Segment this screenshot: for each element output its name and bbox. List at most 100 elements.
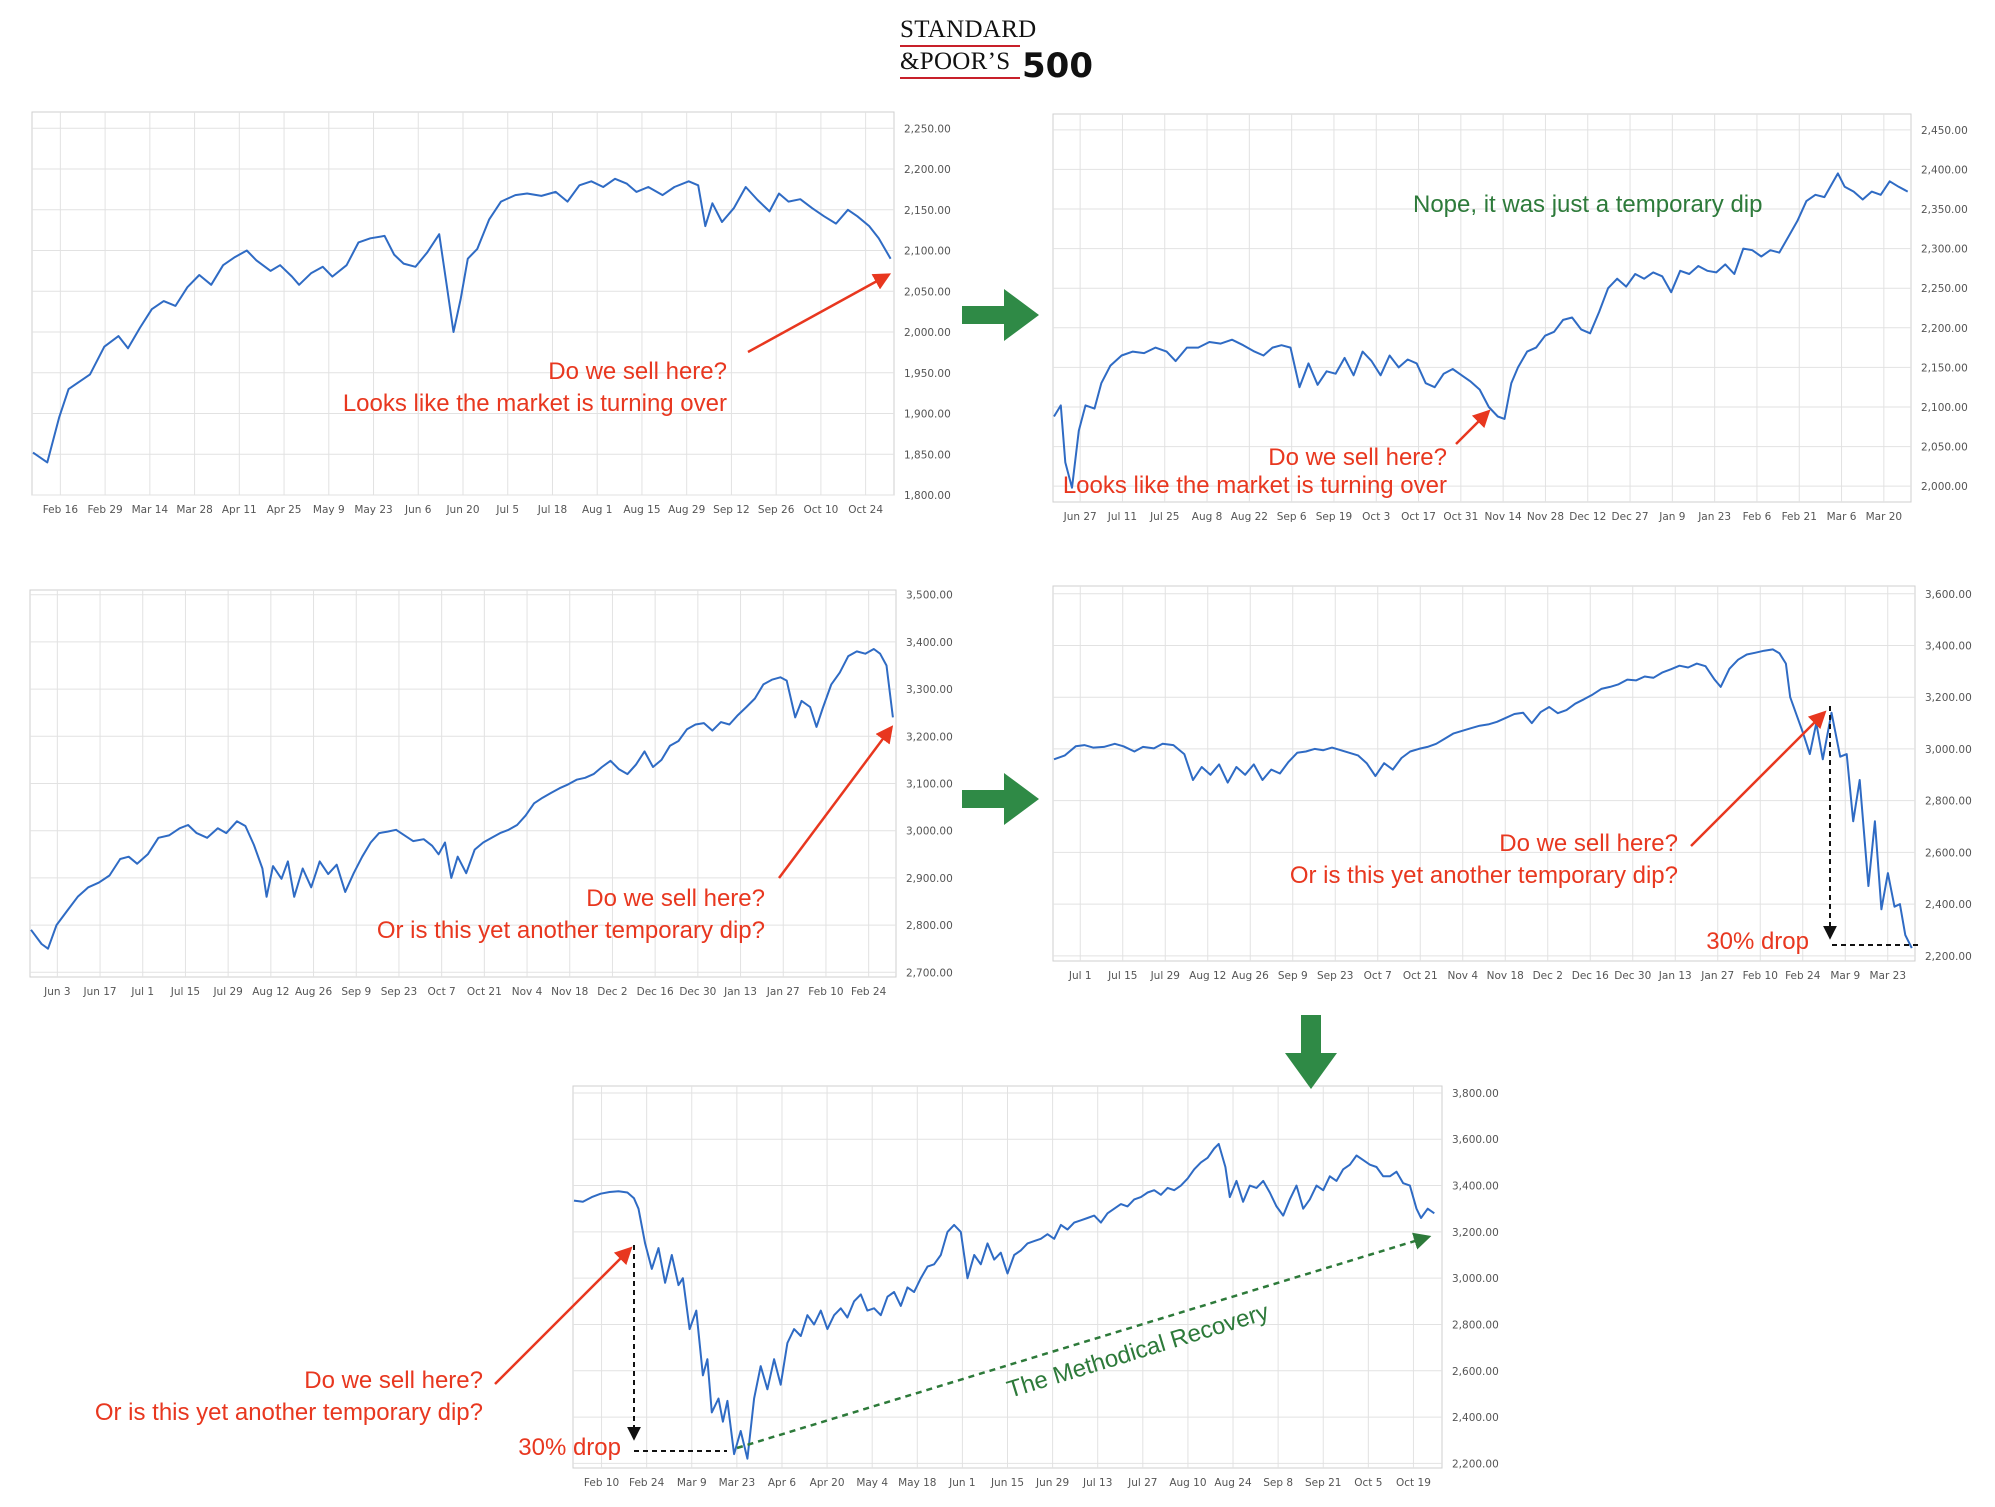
logo-line-poors: &POOR’S: [900, 48, 1011, 75]
y-tick-label: 2,150.00: [904, 205, 951, 217]
x-tick-label: Sep 23: [381, 986, 418, 998]
y-tick-label: 2,200.00: [1925, 951, 1972, 963]
y-tick-label: 2,600.00: [1925, 847, 1972, 859]
x-tick-label: Jul 15: [170, 986, 200, 998]
x-tick-label: Jul 1: [1068, 970, 1092, 982]
x-tick-label: Dec 2: [1533, 970, 1563, 982]
x-tick-label: Sep 21: [1305, 1477, 1342, 1489]
y-tick-label: 1,950.00: [904, 368, 951, 380]
y-tick-label: 2,000.00: [1921, 481, 1968, 493]
x-tick-label: Jul 11: [1107, 511, 1137, 523]
x-tick-label: Mar 14: [132, 504, 169, 516]
logo-line-standard: STANDARD: [900, 16, 1037, 43]
x-tick-label: Sep 26: [758, 504, 795, 516]
annotation-arrow-4: [1690, 710, 1827, 847]
x-tick-label: Jul 5: [495, 504, 519, 516]
x-tick-label: Jul 29: [212, 986, 242, 998]
x-tick-label: Mar 20: [1866, 511, 1903, 523]
x-tick-label: Jan 13: [1658, 970, 1692, 982]
chart-2016-2017: Jun 27 Jul 11 Jul 25 Aug 8 Aug 22 Sep 6 Sep 19…: [1052, 113, 1968, 523]
x-tick-label: Nov 28: [1527, 511, 1564, 523]
y-tick-label: 3,000.00: [1925, 744, 1972, 756]
x-tick-label: Feb 10: [584, 1477, 619, 1489]
y-tick-label: 2,900.00: [906, 873, 953, 885]
y-tick-label: 2,200.00: [1921, 323, 1968, 335]
x-tick-label: Sep 6: [1277, 511, 1307, 523]
x-tick-label: Aug 1: [582, 504, 613, 516]
annotation-turning-1: Looks like the market is turning over: [343, 390, 727, 417]
y-tick-label: 1,850.00: [904, 449, 951, 461]
y-tick-label: 2,800.00: [1925, 796, 1972, 808]
x-tick-label: Apr 20: [810, 1477, 845, 1489]
y-tick-label: 3,400.00: [906, 637, 953, 649]
x-tick-label: Jul 15: [1107, 970, 1137, 982]
x-tick-label: Nov 18: [1487, 970, 1524, 982]
x-tick-label: Aug 26: [295, 986, 333, 998]
y-tick-label: 2,200.00: [1452, 1458, 1499, 1470]
x-tick-label: Oct 10: [803, 504, 838, 516]
annotation-sell-5: Do we sell here?: [304, 1367, 483, 1394]
x-tick-label: Aug 26: [1232, 970, 1270, 982]
chart-2019-2020: Jun 3 Jun 17 Jul 1 Jul 15 Jul 29 Aug 12 Aug 26…: [29, 589, 953, 998]
y-tick-label: 3,800.00: [1452, 1088, 1499, 1100]
annotation-sell-4: Do we sell here?: [1499, 830, 1678, 857]
annotation-turning-2: Looks like the market is turning over: [1063, 472, 1447, 499]
x-tick-label: Nov 14: [1485, 511, 1523, 523]
x-tick-label: Jul 25: [1149, 511, 1179, 523]
chart-2016: Feb 16 Feb 29 Mar 14 Mar 28 Apr 11 Apr 25 May …: [31, 111, 951, 516]
x-tick-label: Aug 22: [1231, 511, 1268, 523]
x-tick-label: Jun 29: [1035, 1477, 1069, 1489]
y-tick-label: 2,700.00: [906, 967, 953, 979]
y-tick-label: 3,500.00: [906, 590, 953, 602]
x-tick-label: Apr 11: [222, 504, 257, 516]
x-tick-label: Oct 21: [1403, 970, 1438, 982]
x-tick-label: Nov 4: [1447, 970, 1478, 982]
sp500-logo: STANDARD &POOR’S 500: [900, 16, 1100, 86]
x-tick-label: Sep 19: [1316, 511, 1353, 523]
green-arrow-right-top: [962, 289, 1039, 341]
y-tick-label: 3,000.00: [1452, 1273, 1499, 1285]
x-tick-label: Jun 20: [445, 504, 479, 516]
sp500-series-line: [1053, 648, 1913, 949]
x-tick-label: Oct 24: [848, 504, 883, 516]
x-tick-label: Dec 27: [1612, 511, 1649, 523]
x-tick-label: Nov 4: [512, 986, 543, 998]
y-tick-label: 2,800.00: [906, 920, 953, 932]
x-tick-label: Jun 1: [948, 1477, 975, 1489]
x-tick-label: Dec 16: [1572, 970, 1609, 982]
x-tick-label: Jan 9: [1658, 511, 1685, 523]
plot-area: [1052, 113, 1912, 503]
logo-500: 500: [1022, 46, 1093, 86]
x-tick-label: Oct 7: [428, 986, 456, 998]
annotation-arrow-2: [1455, 409, 1491, 445]
x-tick-label: Jan 13: [723, 986, 757, 998]
x-tick-label: Oct 3: [1362, 511, 1390, 523]
y-tick-label: 1,800.00: [904, 490, 951, 502]
x-tick-label: Feb 29: [87, 504, 122, 516]
x-tick-label: Feb 24: [851, 986, 887, 998]
plot-area: [1052, 585, 1916, 962]
x-tick-label: Oct 5: [1354, 1477, 1382, 1489]
annotation-drop-5: 30% drop: [518, 1434, 621, 1461]
x-tick-label: Jan 23: [1697, 511, 1731, 523]
annotation-arrow-1: [747, 273, 892, 354]
x-tick-label: Aug 12: [252, 986, 289, 998]
x-tick-label: Sep 9: [1278, 970, 1308, 982]
x-tick-label: Feb 24: [1785, 970, 1821, 982]
sp500-series-line: [30, 648, 894, 950]
x-tick-label: May 23: [354, 504, 392, 516]
y-tick-label: 3,100.00: [906, 779, 953, 791]
x-tick-label: Mar 9: [1830, 970, 1860, 982]
annotation-sell-3: Do we sell here?: [586, 885, 765, 912]
y-tick-label: 2,250.00: [1921, 283, 1968, 295]
sp500-series-line: [1053, 172, 1909, 489]
annotation-temporary-dip: Nope, it was just a temporary dip: [1413, 191, 1763, 218]
y-tick-label: 3,400.00: [1925, 640, 1972, 652]
x-tick-label: Jun 15: [990, 1477, 1024, 1489]
x-tick-label: Aug 12: [1189, 970, 1226, 982]
x-tick-label: Mar 23: [1869, 970, 1906, 982]
x-tick-label: Dec 30: [679, 986, 716, 998]
green-arrow-down: [1285, 1015, 1337, 1089]
x-tick-label: Oct 17: [1401, 511, 1436, 523]
